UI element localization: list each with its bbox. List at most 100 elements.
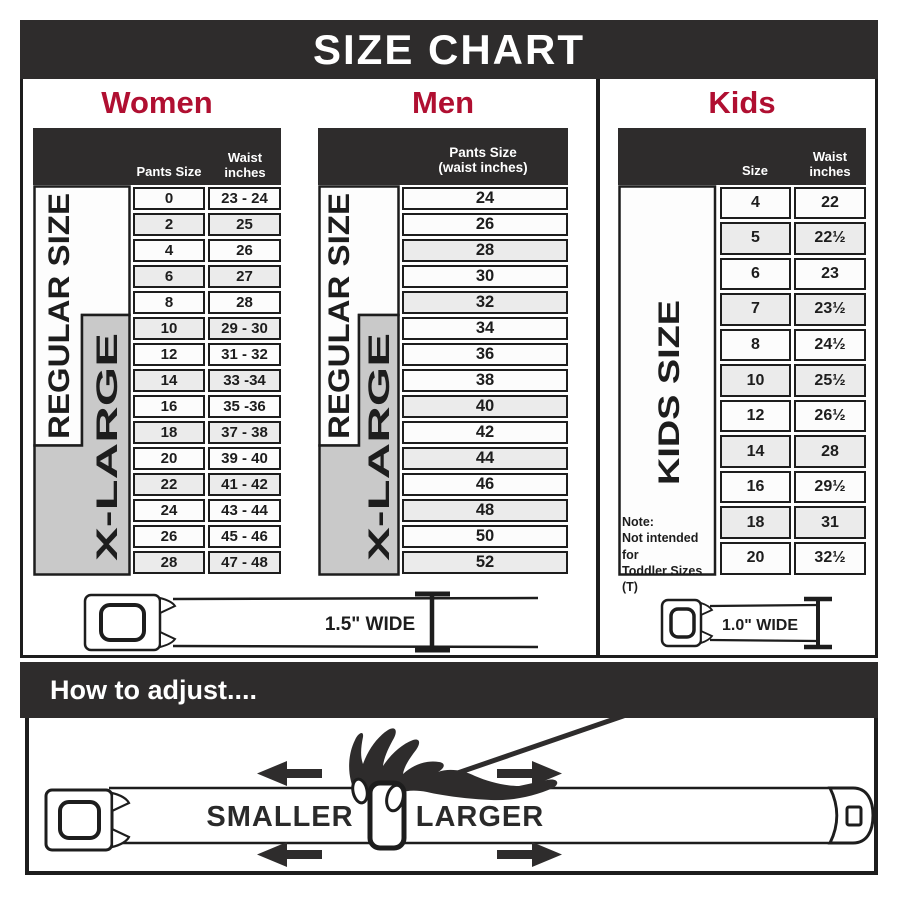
size-cell: 7 — [720, 293, 791, 326]
size-cell: 16 — [133, 395, 205, 419]
table-row: 26 — [400, 211, 568, 237]
waist-cell: 22 — [794, 186, 866, 220]
kids-size-vertical-label: KIDS SIZE — [653, 300, 686, 485]
table-row: 14 33 -34 — [131, 367, 281, 393]
size-cell: 16 — [720, 470, 791, 504]
table-row: 34 — [400, 315, 568, 341]
arrow-right-icon — [497, 761, 562, 786]
men-table-header: Pants Size (waist inches) — [318, 128, 568, 185]
size-cell: 52 — [402, 551, 568, 575]
table-row: 20 32½ — [718, 540, 866, 576]
men-section-title: Men — [412, 85, 474, 120]
hand-icon — [349, 728, 558, 801]
table-row: 52 — [400, 550, 568, 576]
size-cell: 14 — [720, 435, 791, 468]
size-cell: 34 — [402, 316, 568, 340]
waist-cell: 26 — [208, 238, 281, 262]
table-row: 22 41 - 42 — [131, 472, 281, 498]
kids-size-group-labels: KIDS SIZE — [618, 185, 717, 576]
kids-belt-illustration: 1.0" WIDE — [660, 596, 832, 650]
x-large-box — [318, 313, 400, 576]
size-cell: 10 — [133, 316, 205, 340]
table-row: 8 24½ — [718, 327, 866, 363]
belt-buckle-icon — [44, 788, 131, 852]
size-cell: 8 — [720, 328, 791, 362]
waist-cell: 29 - 30 — [208, 316, 281, 340]
women-size-group-labels: REGULAR SIZE X-LARGE — [33, 185, 131, 576]
x-large-box — [33, 313, 131, 576]
table-row: 38 — [400, 367, 568, 393]
width-measure-icon — [804, 596, 832, 650]
table-row: 44 — [400, 446, 568, 472]
table-row: 8 28 — [131, 289, 281, 315]
size-cell: 26 — [402, 212, 568, 236]
kids-size-box — [618, 185, 717, 576]
women-pants-size-header: Pants Size — [136, 164, 202, 180]
men-size-table: Pants Size (waist inches) REGULAR SIZE X… — [318, 128, 568, 576]
table-row: 4 26 — [131, 237, 281, 263]
size-cell: 44 — [402, 447, 568, 471]
size-cell: 38 — [402, 368, 568, 392]
adjust-illustration: SMALLER LARGER — [44, 718, 874, 867]
size-cell: 48 — [402, 499, 568, 523]
waist-cell: 47 - 48 — [208, 551, 281, 575]
women-x-large-label: X-LARGE — [91, 333, 124, 561]
size-cell: 12 — [133, 342, 205, 366]
size-cell: 6 — [133, 264, 205, 288]
men-regular-size-label: REGULAR SIZE — [323, 193, 356, 439]
table-row: 7 23½ — [718, 292, 866, 328]
women-section-title: Women — [101, 85, 213, 120]
women-size-table: Pants Size Waist inches REGULAR SIZE X-L… — [33, 128, 281, 576]
size-cell: 4 — [133, 238, 205, 262]
table-row: 2 25 — [131, 211, 281, 237]
table-row: 4 22 — [718, 185, 866, 221]
size-cell: 20 — [133, 447, 205, 471]
kids-table-header: Size Waist inches — [618, 128, 866, 185]
waist-cell: 26½ — [794, 399, 866, 433]
size-cell: 24 — [133, 499, 205, 523]
waist-cell: 43 - 44 — [208, 499, 281, 523]
table-row: 5 22½ — [718, 221, 866, 257]
size-cell: 50 — [402, 525, 568, 549]
belt-tip-icon — [827, 786, 874, 845]
table-row: 50 — [400, 524, 568, 550]
women-regular-size-label: REGULAR SIZE — [43, 193, 76, 439]
width-measure-icon — [415, 591, 450, 653]
men-size-group-labels: REGULAR SIZE X-LARGE — [318, 185, 400, 576]
size-cell: 18 — [133, 421, 205, 445]
larger-label: LARGER — [416, 801, 544, 833]
table-row: 48 — [400, 498, 568, 524]
waist-cell: 31 — [794, 506, 866, 539]
size-cell: 5 — [720, 222, 791, 255]
waist-cell: 41 - 42 — [208, 473, 281, 497]
size-cell: 26 — [133, 525, 205, 549]
table-row: 12 26½ — [718, 398, 866, 434]
table-row: 18 31 — [718, 505, 866, 541]
size-cell: 28 — [133, 551, 205, 575]
table-row: 18 37 - 38 — [131, 420, 281, 446]
belt-strap-top-edge — [172, 596, 539, 601]
size-cell: 22 — [133, 473, 205, 497]
size-cell: 20 — [720, 541, 791, 575]
kids-size-header: Size — [741, 163, 768, 179]
size-cell: 28 — [402, 238, 568, 262]
table-row: 40 — [400, 394, 568, 420]
waist-cell: 29½ — [794, 470, 866, 504]
belt-strap-top-edge — [709, 603, 819, 608]
fingertip-icon — [385, 783, 405, 813]
size-cell: 0 — [133, 186, 205, 210]
table-row: 32 — [400, 289, 568, 315]
waist-cell: 23½ — [794, 293, 866, 326]
smaller-label: SMALLER — [206, 801, 353, 833]
belt-buckle-icon — [660, 598, 714, 648]
adult-belt-width-label: 1.5" WIDE — [325, 614, 415, 635]
size-cell: 24 — [402, 186, 568, 210]
waist-cell: 45 - 46 — [208, 525, 281, 549]
table-row: 10 29 - 30 — [131, 315, 281, 341]
waist-cell: 23 - 24 — [208, 186, 281, 210]
men-table-body: 24 26 28 30 32 34 36 38 40 42 44 46 48 50 52 — [318, 185, 568, 576]
women-table-header: Pants Size Waist inches — [33, 128, 281, 185]
kids-size-table: Size Waist inches KIDS SIZE 4 22 5 22½ 6 23 7 2… — [618, 128, 866, 576]
size-cell: 14 — [133, 368, 205, 392]
size-cell: 40 — [402, 395, 568, 419]
